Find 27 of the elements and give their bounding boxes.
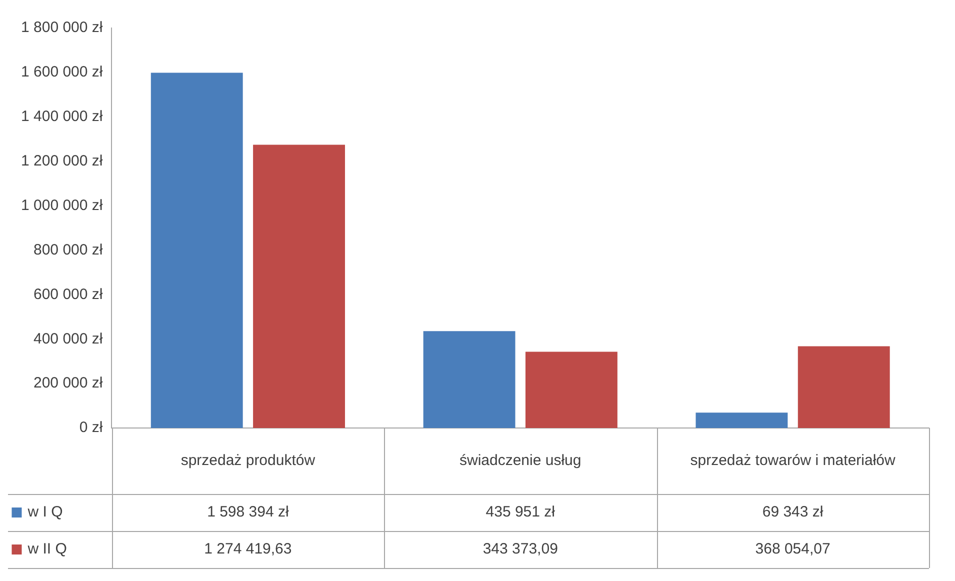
x-tick-label: sprzedaż produktów [180,452,316,470]
data-label: 1 274 419,63 [204,540,292,558]
y-tick-label: 200 000 zł [33,374,104,392]
data-label: 343 373,09 [482,540,558,558]
y-tick-label: 1 200 000 zł [20,152,104,170]
x-tick-label: sprzedaż towarów i materiałów [690,452,896,470]
data-label: 435 951 zł [486,504,556,521]
bar [253,144,345,428]
y-tick-label: 1 400 000 zł [20,108,104,126]
bar [798,346,890,428]
y-tick-label: 400 000 zł [33,330,104,348]
y-tick-label: 0 zł [79,419,104,436]
bar [150,72,243,428]
y-tick-label: 600 000 zł [33,286,104,303]
legend-label: w II Q [26,540,67,558]
data-label: 69 343 zł [762,504,824,521]
bar [423,331,516,428]
y-tick-label: 1 600 000 zł [20,64,104,81]
y-tick-label: 1 000 000 zł [20,196,104,214]
data-label: 1 598 394 zł [207,504,290,521]
data-label: 368 054,07 [755,540,830,558]
bar [525,352,618,428]
y-tick-label: 800 000 zł [33,241,104,258]
y-tick-label: 1 800 000 zł [20,19,104,36]
bar [696,412,788,428]
legend-label: w I Q [26,504,63,521]
x-tick-label: świadczenie usług [459,452,582,470]
